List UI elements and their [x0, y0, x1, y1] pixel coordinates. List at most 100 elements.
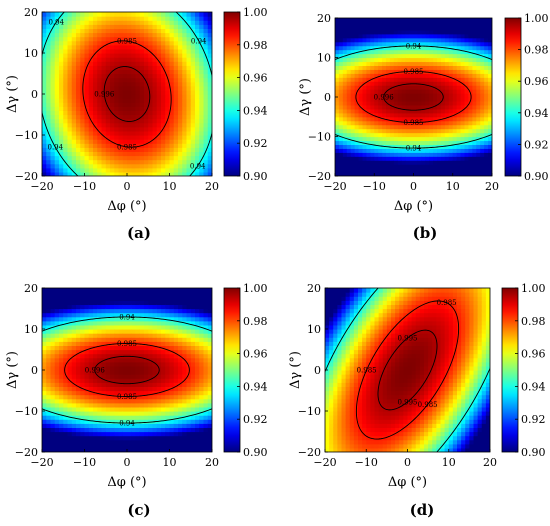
y-tick-label: 0: [31, 88, 38, 101]
heatmap-cell: [195, 122, 200, 128]
heatmap-cell: [173, 370, 179, 375]
heatmap-cell: [207, 69, 212, 75]
heatmap-cell: [378, 69, 383, 74]
heatmap-cell: [131, 308, 137, 314]
heatmap-cell: [178, 447, 183, 452]
heatmap-cell: [389, 160, 395, 165]
heatmap-cell: [405, 172, 411, 176]
heatmap-cell: [42, 159, 47, 165]
heatmap-cell: [325, 386, 330, 392]
heatmap-cell: [460, 128, 466, 134]
heatmap-cell: [88, 16, 94, 21]
heatmap-cell: [358, 108, 364, 114]
heatmap-cell: [84, 443, 90, 449]
heatmap-cell: [80, 394, 86, 400]
heatmap-cell: [182, 143, 188, 148]
heatmap-cell: [110, 135, 115, 140]
heatmap-cell: [118, 57, 124, 62]
heatmap-cell: [488, 25, 492, 31]
heatmap-cell: [63, 106, 69, 111]
contour-label: 0.996: [85, 367, 106, 375]
heatmap-cell: [161, 57, 166, 62]
heatmap-cell: [437, 160, 442, 165]
heatmap-cell: [97, 94, 103, 99]
heatmap-cell: [122, 69, 128, 75]
heatmap-cell: [139, 139, 145, 144]
heatmap-cell: [190, 53, 196, 58]
heatmap-cell: [464, 168, 470, 173]
heatmap-cell: [472, 172, 477, 176]
heatmap-cell: [173, 296, 179, 301]
heatmap-cell: [393, 29, 399, 35]
heatmap-cell: [169, 12, 175, 17]
heatmap-cell: [161, 102, 166, 107]
heatmap-cell: [178, 114, 183, 120]
heatmap-cell: [97, 44, 103, 50]
heatmap-cell: [88, 288, 94, 293]
heatmap-cell: [101, 320, 107, 326]
heatmap-cell: [190, 171, 196, 176]
heatmap-cell: [382, 128, 387, 134]
heatmap-cell: [203, 122, 209, 128]
heatmap-cell: [346, 77, 352, 82]
y-tick-label: 20: [24, 282, 38, 295]
heatmap-cell: [80, 12, 86, 17]
heatmap-cell: [207, 349, 212, 355]
heatmap-cell: [169, 57, 175, 62]
heatmap-cell: [358, 89, 364, 94]
heatmap-cell: [468, 45, 473, 51]
heatmap-cell: [207, 296, 212, 301]
heatmap-cell: [329, 435, 334, 441]
heatmap-cell: [448, 33, 454, 39]
heatmap-cell: [335, 104, 340, 110]
heatmap-cell: [409, 29, 415, 35]
heatmap-cell: [144, 61, 149, 66]
heatmap-cell: [161, 333, 166, 338]
heatmap-cell: [42, 435, 47, 441]
heatmap-cell: [161, 163, 166, 169]
heatmap-cell: [488, 140, 492, 145]
heatmap-cell: [173, 48, 179, 54]
heatmap-cell: [76, 345, 81, 351]
heatmap-cell: [195, 73, 200, 79]
heatmap-cell: [118, 365, 124, 371]
heatmap-cell: [76, 81, 81, 87]
heatmap-cell: [101, 159, 107, 165]
heatmap-cell: [50, 312, 56, 318]
heatmap-cell: [397, 160, 403, 165]
heatmap-cell: [207, 126, 212, 132]
heatmap-cell: [425, 116, 430, 122]
heatmap-cell: [173, 300, 179, 305]
heatmap-cell: [421, 37, 426, 43]
heatmap-cell: [488, 61, 492, 66]
heatmap-cell: [350, 128, 356, 134]
heatmap-cell: [165, 312, 171, 318]
heatmap-cell: [437, 156, 442, 161]
heatmap-cell: [207, 324, 212, 330]
heatmap-cell: [169, 40, 175, 46]
heatmap-cell: [335, 172, 340, 176]
heatmap-cell: [429, 112, 434, 118]
heatmap-cell: [152, 435, 158, 441]
heatmap-cell: [366, 21, 371, 27]
heatmap-cell: [114, 427, 120, 433]
heatmap-cell: [139, 106, 145, 111]
heatmap-cell: [88, 73, 94, 79]
heatmap-cell: [460, 69, 466, 74]
heatmap-cell: [139, 296, 145, 301]
heatmap-cell: [63, 143, 69, 148]
heatmap-cell: [382, 61, 387, 66]
heatmap-cell: [105, 44, 111, 50]
heatmap-cell: [338, 49, 344, 55]
heatmap-cell: [468, 124, 473, 130]
heatmap-cell: [131, 81, 137, 87]
heatmap-cell: [178, 155, 183, 161]
heatmap-cell: [127, 106, 132, 111]
heatmap-cell: [488, 29, 492, 35]
heatmap-cell: [405, 37, 411, 43]
heatmap-cell: [199, 386, 205, 392]
heatmap-cell: [452, 120, 458, 126]
heatmap-cell: [42, 106, 47, 111]
heatmap-cell: [97, 402, 103, 408]
heatmap-cell: [374, 104, 379, 110]
